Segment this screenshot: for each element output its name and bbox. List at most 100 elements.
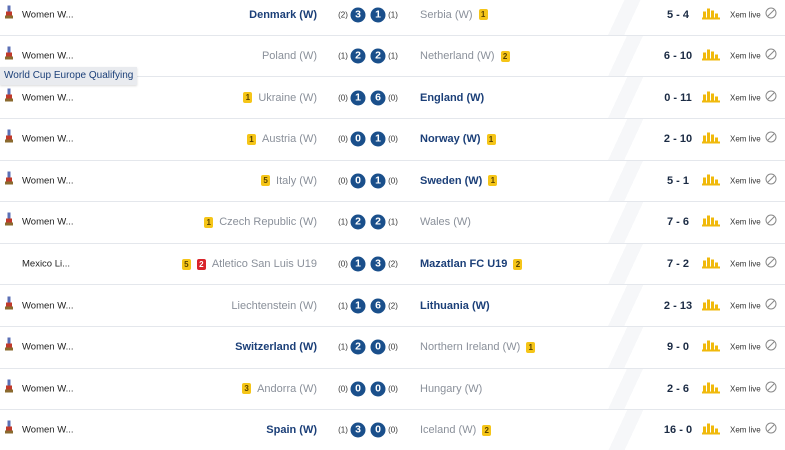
halftime-score: (0) bbox=[338, 259, 348, 269]
card: 1 bbox=[478, 9, 488, 20]
score: 0 bbox=[370, 339, 386, 355]
live-icon[interactable] bbox=[765, 297, 777, 315]
score: 0 bbox=[370, 422, 386, 438]
live-icon[interactable] bbox=[765, 255, 777, 273]
tooltip: World Cup Europe Qualifying bbox=[0, 67, 138, 85]
live-link[interactable]: Xem live bbox=[730, 217, 761, 227]
away-team: Wales (W) bbox=[420, 216, 471, 228]
team-name: Serbia (W) bbox=[420, 8, 473, 21]
card: 1 bbox=[488, 175, 498, 187]
corner-icon bbox=[702, 88, 720, 107]
corners: 6 - 10 bbox=[663, 50, 693, 63]
corners: 5 - 4 bbox=[666, 8, 690, 21]
score: 3 bbox=[370, 256, 386, 272]
corner-icon bbox=[702, 171, 720, 190]
live-link[interactable]: Xem live bbox=[730, 176, 761, 186]
card: 1 bbox=[204, 216, 214, 228]
halftime-score: (2) bbox=[388, 259, 398, 269]
team-name: Lithuania (W) bbox=[420, 299, 490, 312]
team-name: Andorra (W) bbox=[257, 382, 317, 395]
league-icon bbox=[4, 420, 14, 440]
live-icon[interactable] bbox=[765, 172, 777, 190]
live-link[interactable]: Xem live bbox=[730, 384, 761, 394]
card: 1 bbox=[526, 341, 536, 353]
team-name: Sweden (W) bbox=[420, 174, 483, 187]
live-icon[interactable] bbox=[765, 89, 777, 107]
live-link[interactable]: Xem live bbox=[730, 342, 761, 352]
live-icon[interactable] bbox=[765, 47, 777, 65]
league-name: Women W... bbox=[22, 383, 74, 395]
team-name: Austria (W) bbox=[262, 133, 317, 146]
score: 1 bbox=[370, 7, 386, 22]
league-name: Women W... bbox=[22, 341, 74, 353]
live-icon[interactable] bbox=[765, 130, 777, 148]
score: 1 bbox=[350, 256, 366, 272]
team-name: Liechtenstein (W) bbox=[231, 299, 317, 312]
halftime-score: (0) bbox=[388, 342, 398, 352]
live-icon[interactable] bbox=[765, 380, 777, 398]
halftime-score: (0) bbox=[338, 93, 348, 103]
live-link[interactable]: Xem live bbox=[730, 10, 761, 19]
live-icon[interactable] bbox=[765, 6, 777, 24]
card: 1 bbox=[486, 133, 496, 145]
live-link[interactable]: Xem live bbox=[730, 93, 761, 103]
score: 1 bbox=[370, 173, 386, 189]
live-icon[interactable] bbox=[765, 421, 777, 439]
league-icon bbox=[4, 171, 14, 190]
score: 0 bbox=[370, 381, 386, 397]
team-name: Netherland (W) bbox=[420, 50, 495, 63]
league-name: Women W... bbox=[22, 92, 74, 104]
match-row[interactable]: Women W... 3 Andorra (W) (0) 0 0 (0) Hungary (W… bbox=[0, 368, 785, 411]
score: 1 bbox=[370, 131, 386, 147]
live-icon[interactable] bbox=[765, 213, 777, 231]
live-link[interactable]: Xem live bbox=[730, 259, 761, 269]
corner-icon bbox=[702, 47, 720, 66]
match-row[interactable]: Mexico Li... 5 2 Atletico San Luis U19 (0) 1 3… bbox=[0, 243, 785, 286]
team-name: Atletico San Luis U19 bbox=[211, 258, 317, 271]
score: 0 bbox=[350, 131, 366, 147]
league-icon bbox=[4, 337, 14, 357]
corners: 2 - 10 bbox=[663, 133, 693, 146]
match-row[interactable]: Women W... Switzerland (W) (1) 2 0 (0) Norther… bbox=[0, 327, 785, 369]
team-name: Wales (W) bbox=[420, 216, 471, 229]
home-team: Liechtenstein (W) bbox=[231, 300, 317, 312]
match-row[interactable]: Women W... 1 Czech Republic (W) (1) 2 2 (1) Wal… bbox=[0, 202, 785, 244]
halftime-score: (0) bbox=[388, 425, 398, 435]
home-team: 3 Andorra (W) bbox=[242, 383, 317, 395]
live-link[interactable]: Xem live bbox=[730, 301, 761, 311]
match-row[interactable]: Women W... 1 Austria (W) (0) 0 1 (0) Norway (W)… bbox=[0, 119, 785, 161]
card: 1 bbox=[243, 92, 253, 104]
corners: 2 - 13 bbox=[663, 299, 693, 312]
live-link[interactable]: Xem live bbox=[730, 51, 761, 61]
match-row[interactable]: Women W... Liechtenstein (W) (1) 1 6 (2) Lithu… bbox=[0, 285, 785, 327]
live-link[interactable]: Xem live bbox=[730, 134, 761, 144]
live-icon[interactable] bbox=[765, 338, 777, 356]
card: 2 bbox=[482, 424, 492, 436]
score: 3 bbox=[350, 422, 366, 438]
away-team: Norway (W) 1 bbox=[420, 133, 496, 145]
home-team: 5 Italy (W) bbox=[261, 175, 317, 187]
corners: 7 - 6 bbox=[666, 216, 690, 229]
league-name: Women W... bbox=[22, 175, 74, 187]
score: 6 bbox=[370, 90, 386, 106]
score: 6 bbox=[370, 298, 386, 314]
match-row[interactable]: Women W... 5 Italy (W) (0) 0 1 (0) Sweden (W) 1 5… bbox=[0, 160, 785, 203]
corners: 9 - 0 bbox=[666, 341, 690, 354]
card: 3 bbox=[242, 383, 252, 395]
match-row[interactable]: Women W... Denmark (W) (2) 3 1 (1) Serbia (W) 1… bbox=[0, 0, 785, 36]
score: 2 bbox=[350, 48, 366, 64]
halftime-score: (0) bbox=[338, 176, 348, 186]
team-name: Czech Republic (W) bbox=[219, 216, 317, 229]
team-name: Denmark (W) bbox=[249, 8, 317, 21]
away-team: Hungary (W) bbox=[420, 383, 482, 395]
home-team: 1 Ukraine (W) bbox=[243, 92, 317, 104]
away-team: Northern Ireland (W) 1 bbox=[420, 341, 536, 353]
live-link[interactable]: Xem live bbox=[730, 425, 761, 435]
corner-icon bbox=[702, 421, 720, 440]
halftime-score: (1) bbox=[338, 425, 348, 435]
halftime-score: (2) bbox=[338, 10, 348, 19]
match-row[interactable]: Women W... Spain (W) (1) 3 0 (0) Iceland (W) 2 1… bbox=[0, 410, 785, 450]
halftime-score: (1) bbox=[388, 51, 398, 61]
corner-icon bbox=[702, 5, 720, 24]
